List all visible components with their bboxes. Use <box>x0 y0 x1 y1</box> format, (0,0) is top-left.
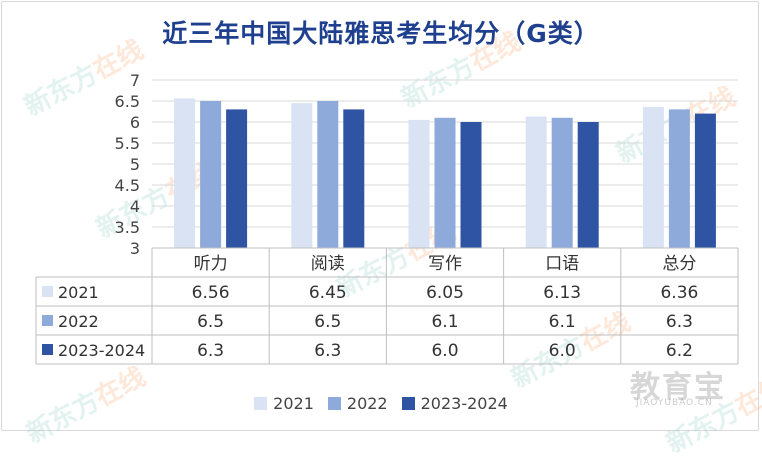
data-label: 6.3 <box>314 341 341 361</box>
data-label: 6.0 <box>431 341 458 361</box>
bar <box>200 101 222 248</box>
chart-frame <box>1 1 759 431</box>
y-tick-label: 6 <box>130 113 140 132</box>
data-label: 6.13 <box>543 283 581 303</box>
bar <box>174 98 196 248</box>
y-tick-label: 4.5 <box>115 176 140 195</box>
series-name: 2021 <box>58 283 99 302</box>
legend-label: 2023-2024 <box>420 394 508 413</box>
data-label: 6.05 <box>426 283 464 303</box>
legend-label: 2022 <box>346 394 388 413</box>
bar <box>291 103 313 248</box>
chart-title: 近三年中国大陆雅思考生均分（G类） <box>162 19 600 48</box>
legend-key <box>42 315 53 326</box>
legend-key <box>42 344 53 355</box>
y-tick-label: 5.5 <box>115 134 140 153</box>
data-label: 6.0 <box>549 341 576 361</box>
legend-swatch <box>327 397 341 410</box>
bar <box>694 113 716 248</box>
x-category-label: 口语 <box>545 254 579 274</box>
bar <box>577 122 599 248</box>
legend-item: 2021 <box>254 394 314 413</box>
y-tick-label: 7 <box>130 71 140 90</box>
chart-svg: 3 3.5 4 4.5 5 5.5 6 6.5 7 听力 阅读 写作 口语 总分 2021 6.56 6.45 6… <box>35 71 739 365</box>
x-category-label: 写作 <box>428 254 462 274</box>
bar <box>460 122 482 248</box>
bar <box>226 109 248 249</box>
legend-label: 2021 <box>273 394 314 413</box>
y-tick-label: 3 <box>130 239 140 258</box>
bar <box>408 119 430 249</box>
legend-item: 2023-2024 <box>401 394 508 413</box>
data-label: 6.45 <box>309 283 347 303</box>
bar <box>642 106 664 248</box>
bar <box>434 117 456 248</box>
bar <box>668 109 690 249</box>
bar <box>343 109 365 249</box>
data-label: 6.3 <box>666 312 693 332</box>
data-label: 6.56 <box>192 283 230 303</box>
legend-swatch <box>401 397 415 410</box>
x-category-label: 总分 <box>662 254 696 274</box>
y-tick-label: 3.5 <box>115 218 140 237</box>
bar <box>317 101 339 248</box>
bar <box>551 117 573 248</box>
data-label: 6.3 <box>197 341 224 361</box>
legend: 2021 2022 2023-2024 <box>0 394 762 413</box>
data-label: 6.36 <box>660 283 698 303</box>
data-label: 6.5 <box>197 312 224 332</box>
data-label: 6.2 <box>666 341 693 361</box>
y-tick-label: 4 <box>130 197 140 216</box>
legend-key <box>42 286 53 297</box>
bar <box>525 116 547 248</box>
y-tick-label: 5 <box>130 155 140 174</box>
legend-item: 2022 <box>327 394 388 413</box>
x-category-label: 阅读 <box>311 254 345 274</box>
x-category-label: 听力 <box>194 254 228 274</box>
data-label: 6.1 <box>431 312 458 332</box>
y-tick-label: 6.5 <box>115 92 140 111</box>
data-label: 6.1 <box>549 312 576 332</box>
data-label: 6.5 <box>314 312 341 332</box>
legend-swatch <box>254 397 268 410</box>
series-name: 2022 <box>58 312 99 331</box>
series-name: 2023-2024 <box>58 341 145 360</box>
